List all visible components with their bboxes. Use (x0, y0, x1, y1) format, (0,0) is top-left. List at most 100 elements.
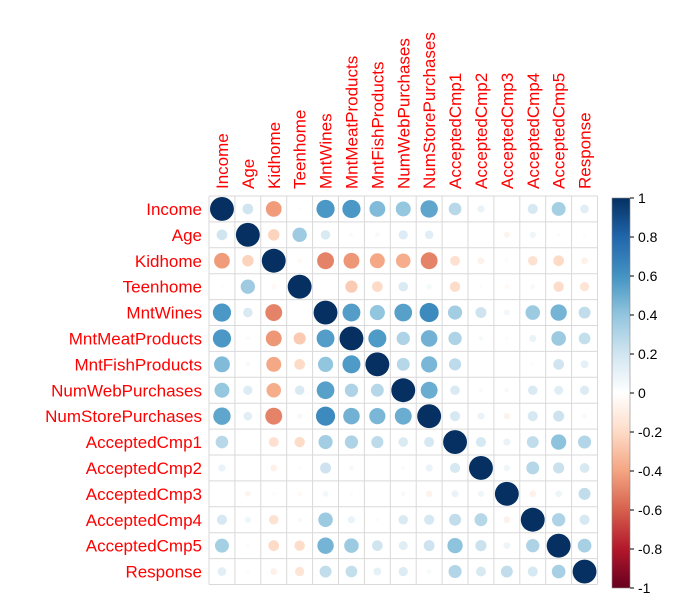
corr-circle-income-mntmeatproducts (342, 199, 361, 219)
corr-circle-age-teenhome (292, 227, 307, 243)
corr-circle-acceptedcmp1-response (578, 435, 592, 449)
corr-circle-mntwines-acceptedcmp4 (525, 305, 541, 320)
corr-circle-age-acceptedcmp5 (556, 233, 561, 237)
colorbar-tick-label: -0.8 (638, 541, 662, 557)
corr-circle-numwebpurchases-acceptedcmp3 (504, 387, 510, 393)
corr-circle-acceptedcmp3-kidhome (272, 492, 276, 496)
colorbar-tick-label: -1 (638, 580, 651, 596)
corr-circle-teenhome-acceptedcmp5 (553, 281, 564, 292)
corr-circle-mntmeatproducts-mntmeatproducts (339, 326, 364, 351)
column-labels: Income Age Kidhome Teenhome MntWines MntMeatP… (213, 32, 595, 189)
corr-circle-income-acceptedcmp2 (477, 205, 485, 213)
corr-circle-numstorepurchases-acceptedcmp4 (527, 411, 538, 422)
colorbar-tick-label: -0.4 (638, 463, 662, 479)
corr-circle-response-response (572, 559, 597, 584)
corr-circle-income-age (242, 203, 254, 215)
corr-circle-mntfishproducts-mntmeatproducts (342, 355, 361, 374)
corr-circle-numstorepurchases-income (213, 407, 231, 425)
row-label-age: Age (172, 226, 202, 245)
corr-circle-mntwines-mntfishproducts (369, 304, 385, 321)
corr-circle-teenhome-mntmeatproducts (345, 280, 358, 293)
col-label-mntwines: MntWines (317, 113, 336, 189)
corr-circle-acceptedcmp2-teenhome (297, 466, 302, 470)
row-label-acceptedcmp4: AcceptedCmp4 (86, 511, 202, 530)
corr-circle-acceptedcmp4-acceptedcmp1 (449, 513, 462, 526)
corr-circle-mntfishproducts-numwebpurchases (396, 357, 410, 371)
corr-circle-response-acceptedcmp4 (527, 566, 538, 577)
col-label-kidhome: Kidhome (265, 122, 284, 189)
col-label-acceptedcmp2: AcceptedCmp2 (472, 73, 491, 189)
corr-circle-numwebpurchases-teenhome (294, 385, 305, 396)
corr-circle-acceptedcmp2-acceptedcmp3 (503, 464, 511, 472)
corr-circle-teenhome-mntfishproducts (372, 281, 383, 292)
corr-circle-teenhome-response (579, 282, 590, 292)
colorbar-tick-label: 0.8 (638, 229, 658, 245)
corr-circle-acceptedcmp1-acceptedcmp4 (526, 436, 539, 449)
corr-circle-mntmeatproducts-numstorepurchases (420, 330, 438, 347)
corr-circle-age-age (235, 222, 260, 247)
corr-circle-teenhome-age (240, 279, 256, 294)
row-label-mntwines: MntWines (126, 304, 202, 323)
row-label-response: Response (125, 563, 202, 582)
corr-circle-numstorepurchases-acceptedcmp5 (553, 410, 565, 422)
corr-circle-teenhome-kidhome (271, 284, 277, 290)
corr-circle-numwebpurchases-income (214, 382, 230, 398)
corr-circle-income-income (210, 197, 234, 221)
corr-circle-age-mntwines (320, 230, 331, 240)
corr-circle-mntwines-age (243, 307, 253, 318)
row-label-acceptedcmp1: AcceptedCmp1 (86, 433, 202, 452)
corr-circle-response-acceptedcmp1 (448, 565, 462, 579)
corr-circle-acceptedcmp5-mntmeatproducts (344, 538, 359, 553)
col-label-acceptedcmp5: AcceptedCmp5 (550, 73, 569, 189)
corr-circle-acceptedcmp2-numstorepurchases (425, 464, 433, 472)
row-label-teenhome: Teenhome (123, 278, 202, 297)
corr-circle-response-mntmeatproducts (345, 565, 358, 578)
row-label-acceptedcmp3: AcceptedCmp3 (86, 485, 202, 504)
corr-circle-numstorepurchases-mntfishproducts (369, 408, 386, 425)
colorbar: 1 0.8 0.6 0.4 0.2 0 -0.2 -0.4 -0.6 -0.8 -1 (611, 190, 662, 596)
corr-circle-acceptedcmp3-mntmeatproducts (349, 492, 354, 496)
corr-circle-mntwines-acceptedcmp3 (503, 309, 510, 316)
corr-circle-acceptedcmp1-acceptedcmp5 (551, 434, 567, 450)
corr-circle-acceptedcmp2-acceptedcmp1 (449, 462, 461, 474)
corr-circle-numstorepurchases-response (582, 413, 587, 419)
corr-circle-mntfishproducts-mntfishproducts (365, 352, 390, 377)
corr-circle-acceptedcmp5-numwebpurchases (398, 541, 408, 551)
corr-circle-teenhome-acceptedcmp4 (530, 284, 536, 290)
corr-circle-response-acceptedcmp2 (476, 566, 486, 577)
corr-circle-mntfishproducts-kidhome (266, 356, 282, 372)
corr-circle-acceptedcmp3-acceptedcmp4 (529, 490, 537, 498)
col-label-response: Response (576, 112, 595, 189)
corr-circle-numstorepurchases-acceptedcmp2 (477, 412, 485, 420)
corr-circle-acceptedcmp2-kidhome (270, 464, 278, 472)
corr-circle-acceptedcmp3-numwebpurchases (400, 491, 406, 497)
corr-circle-acceptedcmp2-acceptedcmp5 (553, 462, 565, 474)
row-label-mntfishproducts: MntFishProducts (74, 355, 202, 374)
corr-circle-mntwines-numwebpurchases (394, 303, 413, 322)
corr-circle-numstorepurchases-mntwines (315, 406, 336, 426)
corr-circle-income-acceptedcmp1 (448, 202, 462, 216)
correlation-circles (210, 197, 597, 584)
corr-circle-age-kidhome (268, 229, 280, 241)
corr-circle-acceptedcmp3-teenhome (297, 491, 303, 497)
corr-circle-teenhome-income (220, 284, 224, 289)
colorbar-tick-label: 1 (638, 190, 646, 206)
corr-circle-numstorepurchases-age (243, 411, 253, 421)
corr-circle-kidhome-teenhome (297, 258, 303, 264)
corr-circle-acceptedcmp2-age (246, 466, 250, 470)
corr-circle-acceptedcmp1-mntmeatproducts (344, 435, 359, 449)
corr-circle-age-acceptedcmp4 (529, 231, 536, 239)
colorbar-tick-label: 0.2 (638, 346, 658, 362)
corr-circle-mntwines-numstorepurchases (419, 302, 439, 323)
corr-circle-acceptedcmp2-acceptedcmp4 (526, 461, 540, 475)
corr-circle-age-mntfishproducts (374, 232, 380, 238)
corr-circle-kidhome-acceptedcmp4 (527, 255, 538, 266)
corr-circle-acceptedcmp3-response (578, 487, 591, 500)
corr-circle-mntfishproducts-acceptedcmp1 (448, 358, 462, 371)
corr-circle-acceptedcmp3-acceptedcmp5 (555, 490, 563, 498)
corr-circle-age-income (216, 229, 228, 241)
corr-circle-numwebpurchases-acceptedcmp5 (554, 385, 564, 395)
corr-circle-acceptedcmp3-acceptedcmp1 (451, 490, 459, 498)
corr-circle-numwebpurchases-mntwines (316, 381, 335, 400)
